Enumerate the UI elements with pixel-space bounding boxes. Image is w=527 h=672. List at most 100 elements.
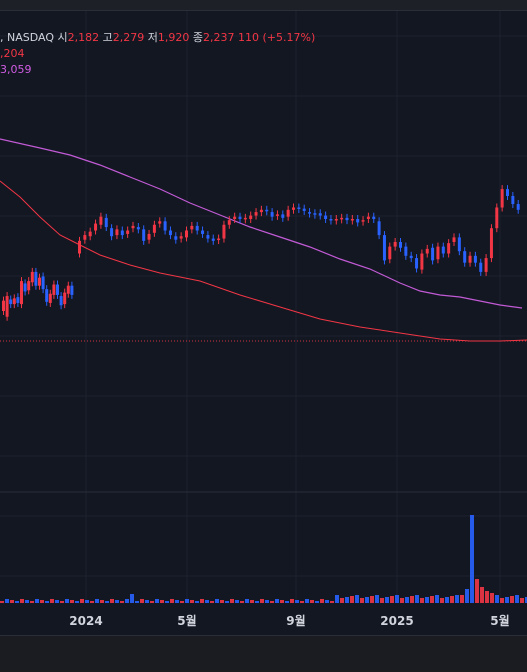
volume-bar <box>55 600 59 603</box>
candle <box>190 221 194 234</box>
candle <box>393 238 397 251</box>
legend-close-label: 종 <box>192 31 203 44</box>
candle <box>222 220 226 243</box>
candle <box>38 273 41 290</box>
candle <box>377 217 381 240</box>
candle <box>56 280 59 299</box>
candle-body <box>174 236 178 240</box>
volume-bar <box>265 600 269 603</box>
candle-body <box>88 231 92 237</box>
legend-high-label: 고 <box>102 31 113 44</box>
volume-bar <box>410 596 414 603</box>
volume-bar <box>295 600 299 603</box>
candle <box>94 219 98 235</box>
candle <box>484 254 488 276</box>
candle-body <box>452 237 456 242</box>
candle <box>431 243 435 265</box>
candle <box>479 258 483 276</box>
candle <box>227 216 231 229</box>
candle-body <box>30 271 34 283</box>
legend-close-value: 2,237 <box>203 31 235 44</box>
volume-bar <box>230 599 234 603</box>
candle-body <box>94 223 98 231</box>
candle <box>30 267 34 287</box>
volume-bar <box>490 593 494 603</box>
candle <box>110 224 114 241</box>
volume-bar <box>405 597 409 603</box>
volume-bar <box>125 599 129 603</box>
candle <box>441 242 445 258</box>
legend-low-value: 1,920 <box>157 31 190 44</box>
volume-bar <box>160 600 164 603</box>
candle-body <box>415 258 419 269</box>
candle <box>16 293 20 307</box>
legend-low-label: 저 <box>147 31 158 44</box>
candle <box>388 242 392 264</box>
candle <box>404 242 408 260</box>
candle <box>286 205 290 221</box>
candle-body <box>152 224 156 233</box>
volume-bar <box>175 600 179 603</box>
candle-body <box>168 230 172 236</box>
volume-bar <box>255 601 259 603</box>
candle-body <box>506 189 509 196</box>
chart-area[interactable]: 2024 5월 9월 2025 5월 , NASDAQ 시2,182 고2,279 저1… <box>0 11 527 635</box>
volume-bar <box>505 597 509 603</box>
candle <box>313 209 317 219</box>
volume-bar <box>110 599 114 603</box>
volume-bar <box>25 600 29 603</box>
candle-body <box>179 236 183 239</box>
volume-bar <box>465 589 469 603</box>
candle <box>88 227 92 241</box>
volume-bar <box>85 600 89 603</box>
candle <box>350 215 354 225</box>
candle <box>70 281 74 299</box>
volume-bar <box>185 599 189 603</box>
candle-body <box>9 299 13 305</box>
candle-body <box>45 289 49 302</box>
volume-bar <box>35 599 39 603</box>
candle-body <box>297 207 301 209</box>
candle-body <box>516 204 520 210</box>
volume-bar <box>440 598 444 603</box>
candle-body <box>388 246 392 260</box>
volume-bar <box>315 601 319 603</box>
candle-body <box>115 229 119 236</box>
candle-body <box>34 271 38 286</box>
candle-body <box>12 298 16 305</box>
volume-bar <box>390 596 394 603</box>
candle-body <box>399 242 402 248</box>
legend-ohlc-row: , NASDAQ 시2,182 고2,279 저1,920 종2,237 110… <box>0 30 315 46</box>
candle <box>254 208 258 220</box>
volume-bar <box>475 579 479 603</box>
volume-bar <box>355 595 359 603</box>
candle-body <box>41 276 45 290</box>
price-chart[interactable]: 2024 5월 9월 2025 5월 <box>0 11 527 635</box>
candle-body <box>425 248 429 254</box>
volume-bar <box>470 515 474 603</box>
candles[interactable] <box>2 185 520 321</box>
volume-bar <box>430 596 434 603</box>
candle <box>495 203 499 233</box>
candle <box>179 232 183 243</box>
candle <box>500 185 504 212</box>
candle <box>409 251 413 263</box>
candle-body <box>468 255 472 263</box>
volume-bar <box>455 595 459 603</box>
candle <box>473 251 477 267</box>
volume-bar <box>205 600 209 603</box>
candle-body <box>23 283 27 292</box>
volume-bar <box>105 601 109 603</box>
candle <box>185 226 188 242</box>
volume-bar <box>245 599 249 603</box>
candle-body <box>120 230 124 236</box>
candle <box>308 208 312 218</box>
candle <box>302 204 306 215</box>
volume-bar <box>240 601 244 603</box>
volume-bar <box>40 600 44 603</box>
volume-bar <box>380 598 384 603</box>
candle <box>329 215 333 225</box>
legend-ma2-value: 3,059 <box>0 63 32 76</box>
candle <box>452 233 456 246</box>
volume-bar <box>435 595 439 603</box>
